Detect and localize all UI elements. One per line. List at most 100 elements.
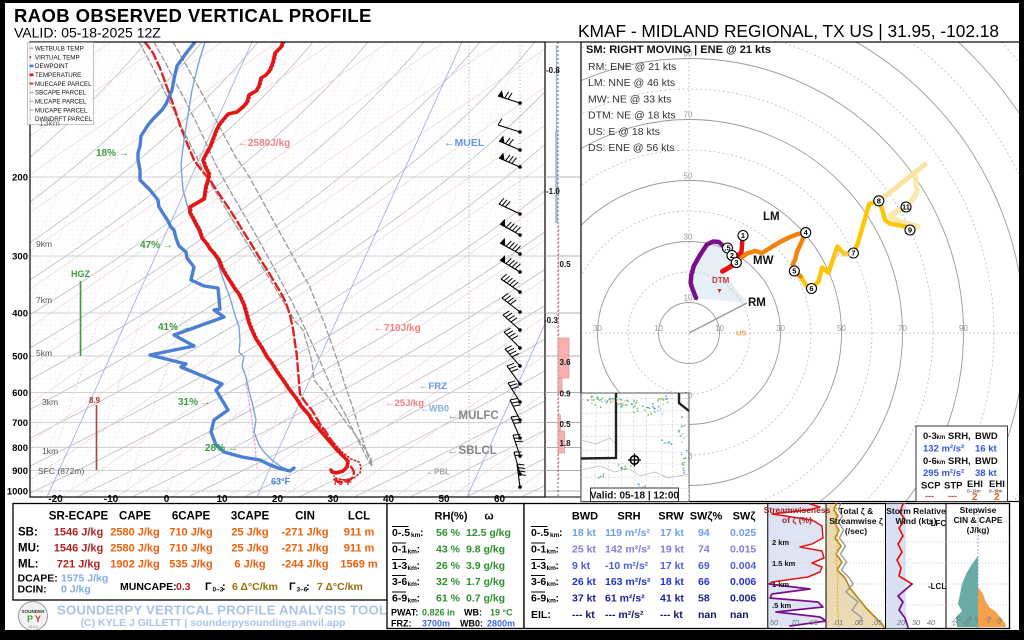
svg-text:SR-ECAPE: SR-ECAPE <box>49 511 109 523</box>
svg-text:Γ: Γ <box>289 581 296 593</box>
svg-text:-271 J/kg: -271 J/kg <box>281 543 328 555</box>
svg-text:BWD: BWD <box>975 431 998 442</box>
svg-text:--- kt: --- kt <box>572 609 595 621</box>
svg-text:SOUNDERPY VERTICAL PROFILE ANA: SOUNDERPY VERTICAL PROFILE ANALYSIS TOOL <box>57 603 387 618</box>
svg-text:163 m²/s²: 163 m²/s² <box>605 576 651 588</box>
svg-text:40: 40 <box>927 618 936 627</box>
svg-text:VIRTUAL TEMP: VIRTUAL TEMP <box>35 54 80 61</box>
svg-text:700: 700 <box>12 418 28 429</box>
svg-text:400: 400 <box>12 309 28 320</box>
svg-text:30: 30 <box>593 324 602 333</box>
svg-text:66: 66 <box>698 576 710 588</box>
svg-text:.05: .05 <box>872 618 883 627</box>
svg-text:911 m: 911 m <box>344 543 375 555</box>
svg-text:6: 6 <box>809 284 813 293</box>
svg-text:40: 40 <box>383 494 395 505</box>
svg-text:3km: 3km <box>42 397 58 407</box>
svg-text:-10 m²/s²: -10 m²/s² <box>605 560 649 572</box>
svg-text:6-9: 6-9 <box>531 593 546 605</box>
svg-text:CIN: CIN <box>295 511 315 523</box>
svg-text:10: 10 <box>216 494 228 505</box>
svg-text:0.3: 0.3 <box>176 581 191 593</box>
svg-text:90: 90 <box>959 324 968 333</box>
svg-text:SB:: SB: <box>18 527 38 539</box>
svg-text:0.004: 0.004 <box>730 560 756 572</box>
svg-text:-0.8: -0.8 <box>546 66 560 75</box>
svg-text::: : <box>417 576 421 588</box>
svg-text:1 km: 1 km <box>772 580 789 589</box>
svg-text:Valid: 05-18 | 12:00: Valid: 05-18 | 12:00 <box>590 491 679 502</box>
svg-text:WB0:: WB0: <box>460 619 483 629</box>
svg-text:19 °C: 19 °C <box>490 608 513 618</box>
svg-text:.5: .5 <box>724 244 730 253</box>
svg-text:RM: ENE @ 21 kts: RM: ENE @ 21 kts <box>588 61 676 73</box>
svg-text:0.006: 0.006 <box>730 576 756 588</box>
svg-text:MW: MW <box>753 255 774 267</box>
svg-text:←710J/kg: ←710J/kg <box>374 323 421 334</box>
svg-text:7 Δ°C/km: 7 Δ°C/km <box>317 581 363 593</box>
svg-text:535 J/kg: 535 J/kg <box>169 559 212 571</box>
svg-text:0.025: 0.025 <box>730 527 756 539</box>
svg-text:1-3: 1-3 <box>531 560 546 572</box>
svg-text:2: 2 <box>994 492 1000 503</box>
svg-text:MW: NE @ 33 kts: MW: NE @ 33 kts <box>588 93 671 105</box>
svg-text::: : <box>556 544 560 556</box>
svg-text:41 kt: 41 kt <box>660 593 684 605</box>
svg-text:KMAF - MIDLAND REGIONAL, TX US: KMAF - MIDLAND REGIONAL, TX US | 31.95, … <box>578 21 999 41</box>
svg-text:km: km <box>547 598 557 605</box>
svg-text:6 Δ°C/km: 6 Δ°C/km <box>232 581 278 593</box>
svg-text:30: 30 <box>776 324 785 333</box>
svg-text:12.5 g/kg: 12.5 g/kg <box>466 527 511 539</box>
svg-text:0–3km: 0–3km <box>989 489 1003 494</box>
svg-text:---: --- <box>948 491 957 501</box>
svg-text:.03: .03 <box>853 618 864 627</box>
svg-text:RAOB OBSERVED VERTICAL PROFILE: RAOB OBSERVED VERTICAL PROFILE <box>14 5 372 26</box>
svg-text:0: 0 <box>973 616 981 624</box>
svg-text:11: 11 <box>902 203 910 212</box>
svg-text:28% →: 28% → <box>205 443 238 454</box>
svg-text:70: 70 <box>791 618 800 627</box>
svg-text:911 m: 911 m <box>344 527 375 539</box>
svg-text:WB:: WB: <box>464 608 482 618</box>
svg-text:3.9 g/kg: 3.9 g/kg <box>466 560 505 572</box>
svg-text:31% →: 31% → <box>178 397 211 408</box>
svg-text:0-6: 0-6 <box>923 456 937 467</box>
svg-text:SM: RIGHT MOVING | ENE @ 21 kt: SM: RIGHT MOVING | ENE @ 21 kts <box>586 44 771 56</box>
svg-text:50: 50 <box>438 494 450 505</box>
svg-text:.01: .01 <box>833 618 843 627</box>
svg-text:74: 74 <box>698 544 710 556</box>
svg-text:5: 5 <box>792 267 796 276</box>
svg-text:10: 10 <box>654 324 663 333</box>
svg-text:1000: 1000 <box>7 487 28 498</box>
svg-text:3700m: 3700m <box>422 619 450 629</box>
svg-text:7: 7 <box>851 249 855 258</box>
svg-text:LCL: LCL <box>348 511 370 523</box>
svg-text:2800m: 2800m <box>487 619 515 629</box>
svg-text:DWNDRFT PARCEL: DWNDRFT PARCEL <box>35 116 93 123</box>
svg-text:km: km <box>547 581 557 588</box>
svg-text:1k: 1k <box>984 615 994 625</box>
svg-text:0.015: 0.015 <box>730 544 756 556</box>
svg-text:1-3: 1-3 <box>392 560 407 572</box>
svg-text:SOUNDER: SOUNDER <box>22 609 46 614</box>
svg-text:MUECAPE PARCEL: MUECAPE PARCEL <box>35 81 92 88</box>
svg-text:DCAPE:: DCAPE: <box>18 573 58 585</box>
svg-text:P: P <box>27 614 33 624</box>
svg-text:1km: 1km <box>42 446 58 456</box>
svg-text:0–1km: 0–1km <box>967 489 981 494</box>
svg-text:ML:: ML: <box>18 559 38 571</box>
svg-text:61 m²/s²: 61 m²/s² <box>605 593 645 605</box>
svg-text:(C) KYLE J GILLETT | sounderpy: (C) KYLE J GILLETT | sounderpysoundings.… <box>81 617 346 629</box>
svg-text:km: km <box>408 565 418 572</box>
svg-text:←WB0: ←WB0 <box>420 404 449 414</box>
svg-text:---: --- <box>925 491 934 501</box>
svg-text:EIL:: EIL: <box>531 609 551 621</box>
svg-text:61 %: 61 % <box>436 593 461 605</box>
svg-text:BWD: BWD <box>975 456 998 467</box>
svg-text:25 J/kg: 25 J/kg <box>231 527 268 539</box>
svg-text:0.006: 0.006 <box>730 593 756 605</box>
svg-text:0-.5: 0-.5 <box>531 527 549 539</box>
svg-text:295 m²/s²: 295 m²/s² <box>923 468 964 479</box>
svg-text:90: 90 <box>684 50 693 59</box>
svg-text:km: km <box>547 565 557 572</box>
